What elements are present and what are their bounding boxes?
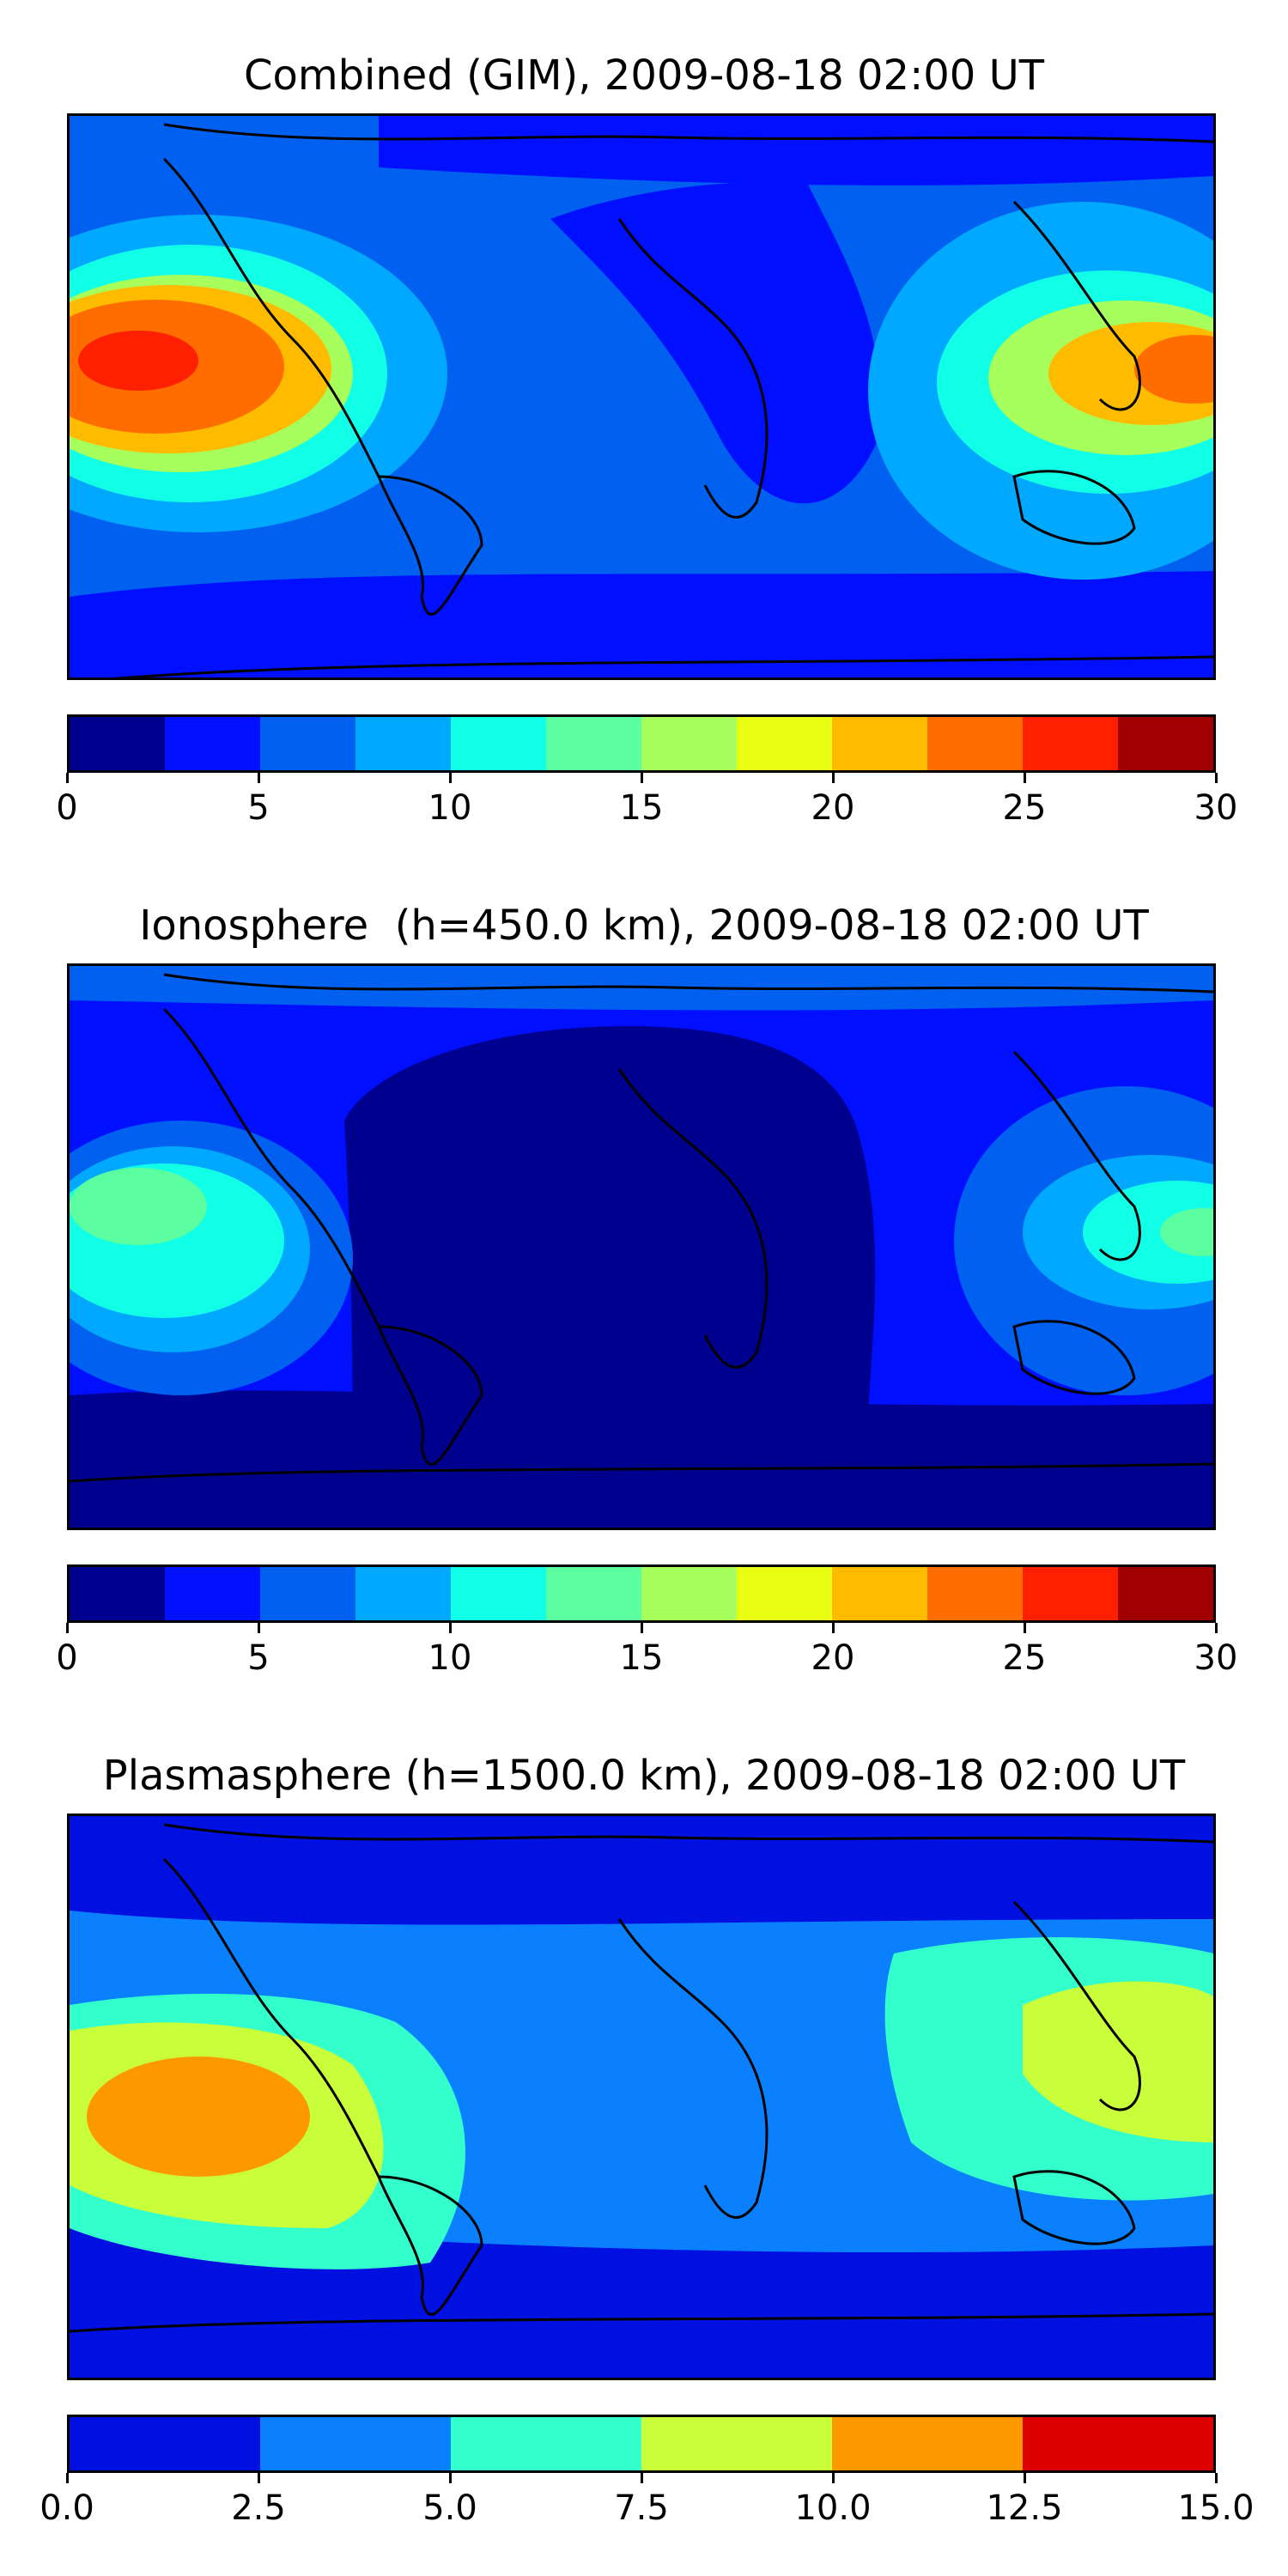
colorbar-tick-mark [640, 773, 643, 783]
colorbar-tick-label: 20 [811, 788, 855, 828]
colorbar-tick-mark [831, 773, 835, 783]
panel-3-title: Plasmasphere (h=1500.0 km), 2009-08-18 0… [102, 1752, 1186, 1800]
colorbar-segment [832, 1567, 927, 1620]
colorbar-tick-mark [1214, 773, 1218, 783]
colorbar-segment [451, 2417, 641, 2470]
colorbar-segment [1023, 717, 1118, 770]
colorbar-tick-label: 5.0 [422, 2488, 477, 2528]
colorbar-tick-label: 15 [619, 788, 664, 828]
panel-2-title: Ionosphere (h=450.0 km), 2009-08-18 02:0… [139, 902, 1149, 950]
colorbar-tick-label: 0 [56, 788, 78, 828]
colorbar-tick-mark [257, 2473, 260, 2483]
colorbar-segment [260, 717, 355, 770]
colorbar-tick-label: 15.0 [1177, 2488, 1255, 2528]
colorbar-segment [1118, 717, 1213, 770]
colorbar-tick-mark [640, 2473, 643, 2483]
colorbar-segment [451, 717, 546, 770]
colorbar-tick-mark [831, 1623, 835, 1633]
colorbar-tick-mark [448, 2473, 452, 2483]
colorbar-tick-label: 5 [247, 788, 270, 828]
colorbar-segment [70, 1567, 165, 1620]
colorbar-segment [165, 1567, 260, 1620]
colorbar-tick-label: 10 [428, 1638, 472, 1678]
panel-2-map [67, 963, 1216, 1530]
colorbar-segment [165, 717, 260, 770]
colorbar-tick-mark [65, 2473, 69, 2483]
colorbar-tick-label: 25 [1002, 788, 1047, 828]
colorbar-segment [927, 1567, 1023, 1620]
colorbar-tick-mark [1023, 2473, 1026, 2483]
colorbar-segment [737, 717, 832, 770]
colorbar-tick-label: 20 [811, 1638, 855, 1678]
colorbar-tick-label: 7.5 [614, 2488, 669, 2528]
panel-2-colorbar [67, 1564, 1216, 1623]
colorbar-tick-mark [1023, 1623, 1026, 1633]
colorbar-tick-mark [257, 1623, 260, 1633]
colorbar-tick-label: 30 [1194, 1638, 1238, 1678]
colorbar-tick-label: 25 [1002, 1638, 1047, 1678]
colorbar-tick-label: 10.0 [794, 2488, 872, 2528]
colorbar-segment [1023, 1567, 1118, 1620]
panel-3-colorbar-ticks: 0.0 2.5 5.0 7.5 10.0 12.5 15.0 [39, 2473, 1255, 2528]
colorbar-segment [1023, 2417, 1213, 2470]
colorbar-tick-label: 12.5 [986, 2488, 1063, 2528]
colorbar-segment [546, 717, 641, 770]
colorbar-segment [451, 1567, 546, 1620]
colorbar-segment [355, 717, 451, 770]
colorbar-tick-label: 30 [1194, 788, 1238, 828]
colorbar-segment [260, 2417, 451, 2470]
colorbar-segment [641, 1567, 737, 1620]
panel-1-colorbar [67, 714, 1216, 773]
colorbar-tick-label: 2.5 [231, 2488, 286, 2528]
colorbar-tick-mark [640, 1623, 643, 1633]
panel-1-colorbar-ticks: 0 5 10 15 20 25 30 [56, 773, 1237, 828]
panel-1-map [67, 113, 1216, 680]
colorbar-tick-mark [65, 773, 69, 783]
colorbar-segment [260, 1567, 355, 1620]
colorbar-segment [355, 1567, 451, 1620]
colorbar-tick-mark [1214, 1623, 1218, 1633]
colorbar-tick-label: 15 [619, 1638, 664, 1678]
colorbar-segment [546, 1567, 641, 1620]
colorbar-tick-mark [1214, 2473, 1218, 2483]
colorbar-tick-label: 5 [247, 1638, 270, 1678]
colorbar-segment [70, 717, 165, 770]
colorbar-segment [737, 1567, 832, 1620]
colorbar-tick-mark [448, 1623, 452, 1633]
colorbar-segment [927, 717, 1023, 770]
panel-3-colorbar [67, 2415, 1216, 2473]
colorbar-segment [832, 717, 927, 770]
colorbar-tick-mark [448, 773, 452, 783]
panel-3-map [67, 1814, 1216, 2380]
colorbar-tick-label: 0.0 [39, 2488, 94, 2528]
colorbar-segment [70, 2417, 260, 2470]
colorbar-tick-mark [257, 773, 260, 783]
colorbar-segment [1118, 1567, 1213, 1620]
panel-1-title: Combined (GIM), 2009-08-18 02:00 UT [243, 52, 1045, 100]
colorbar-tick-mark [831, 2473, 835, 2483]
colorbar-tick-label: 0 [56, 1638, 78, 1678]
colorbar-tick-mark [1023, 773, 1026, 783]
colorbar-segment [832, 2417, 1023, 2470]
colorbar-tick-mark [65, 1623, 69, 1633]
colorbar-segment [641, 717, 737, 770]
colorbar-tick-label: 10 [428, 788, 472, 828]
colorbar-segment [641, 2417, 832, 2470]
panel-2-colorbar-ticks: 0 5 10 15 20 25 30 [56, 1623, 1237, 1678]
